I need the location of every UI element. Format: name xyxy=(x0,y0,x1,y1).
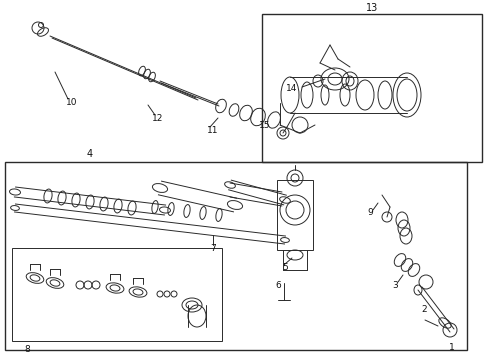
Text: 13: 13 xyxy=(366,3,378,13)
Text: 2: 2 xyxy=(421,306,427,315)
Text: 11: 11 xyxy=(207,126,219,135)
Bar xyxy=(5,162,467,350)
Text: 4: 4 xyxy=(87,149,93,159)
Text: 15: 15 xyxy=(259,121,271,130)
Bar xyxy=(12,248,222,341)
Text: 6: 6 xyxy=(275,280,281,289)
Text: 10: 10 xyxy=(66,98,78,107)
Text: 7: 7 xyxy=(210,243,216,252)
Text: 9: 9 xyxy=(367,207,373,216)
Text: 12: 12 xyxy=(152,113,164,122)
Text: 3: 3 xyxy=(392,280,398,289)
Bar xyxy=(262,14,482,162)
Text: 8: 8 xyxy=(24,345,30,354)
Text: 1: 1 xyxy=(449,343,455,352)
Bar xyxy=(277,180,313,250)
Text: 14: 14 xyxy=(286,84,298,93)
Text: 5: 5 xyxy=(282,262,288,271)
